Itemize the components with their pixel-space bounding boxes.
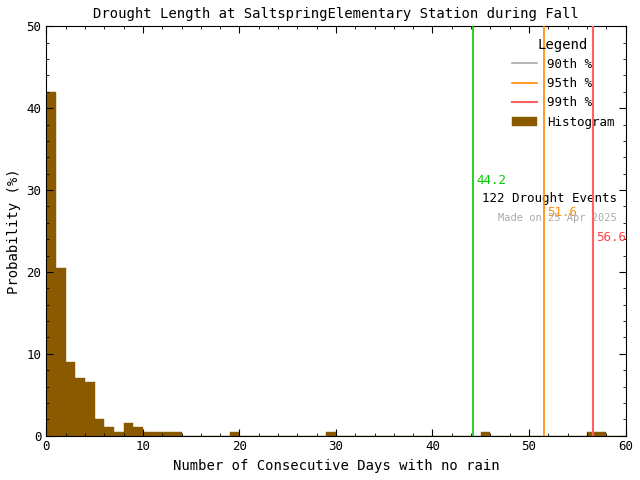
Text: 122 Drought Events: 122 Drought Events bbox=[482, 192, 617, 205]
Text: Made on 25 Apr 2025: Made on 25 Apr 2025 bbox=[498, 213, 617, 223]
Bar bbox=[104, 428, 114, 436]
X-axis label: Number of Consecutive Days with no rain: Number of Consecutive Days with no rain bbox=[173, 459, 499, 473]
Bar bbox=[587, 432, 596, 436]
Title: Drought Length at SaltspringElementary Station during Fall: Drought Length at SaltspringElementary S… bbox=[93, 7, 579, 21]
Bar bbox=[114, 432, 124, 436]
Bar bbox=[143, 432, 152, 436]
Bar bbox=[326, 432, 336, 436]
Bar bbox=[152, 432, 162, 436]
Bar bbox=[596, 432, 606, 436]
Bar bbox=[76, 378, 85, 436]
Bar bbox=[46, 92, 56, 436]
Bar bbox=[124, 423, 133, 436]
Bar bbox=[162, 432, 172, 436]
Legend: 90th %, 95th %, 99th %, Histogram: 90th %, 95th %, 99th %, Histogram bbox=[507, 33, 620, 133]
Text: 56.6: 56.6 bbox=[596, 231, 626, 244]
Bar bbox=[66, 362, 76, 436]
Bar bbox=[56, 268, 66, 436]
Bar bbox=[133, 428, 143, 436]
Text: 51.6: 51.6 bbox=[547, 206, 577, 219]
Bar bbox=[85, 383, 95, 436]
Bar bbox=[95, 419, 104, 436]
Bar bbox=[481, 432, 490, 436]
Bar bbox=[172, 432, 182, 436]
Bar bbox=[230, 432, 239, 436]
Y-axis label: Probability (%): Probability (%) bbox=[7, 168, 21, 294]
Text: 44.2: 44.2 bbox=[476, 174, 506, 187]
